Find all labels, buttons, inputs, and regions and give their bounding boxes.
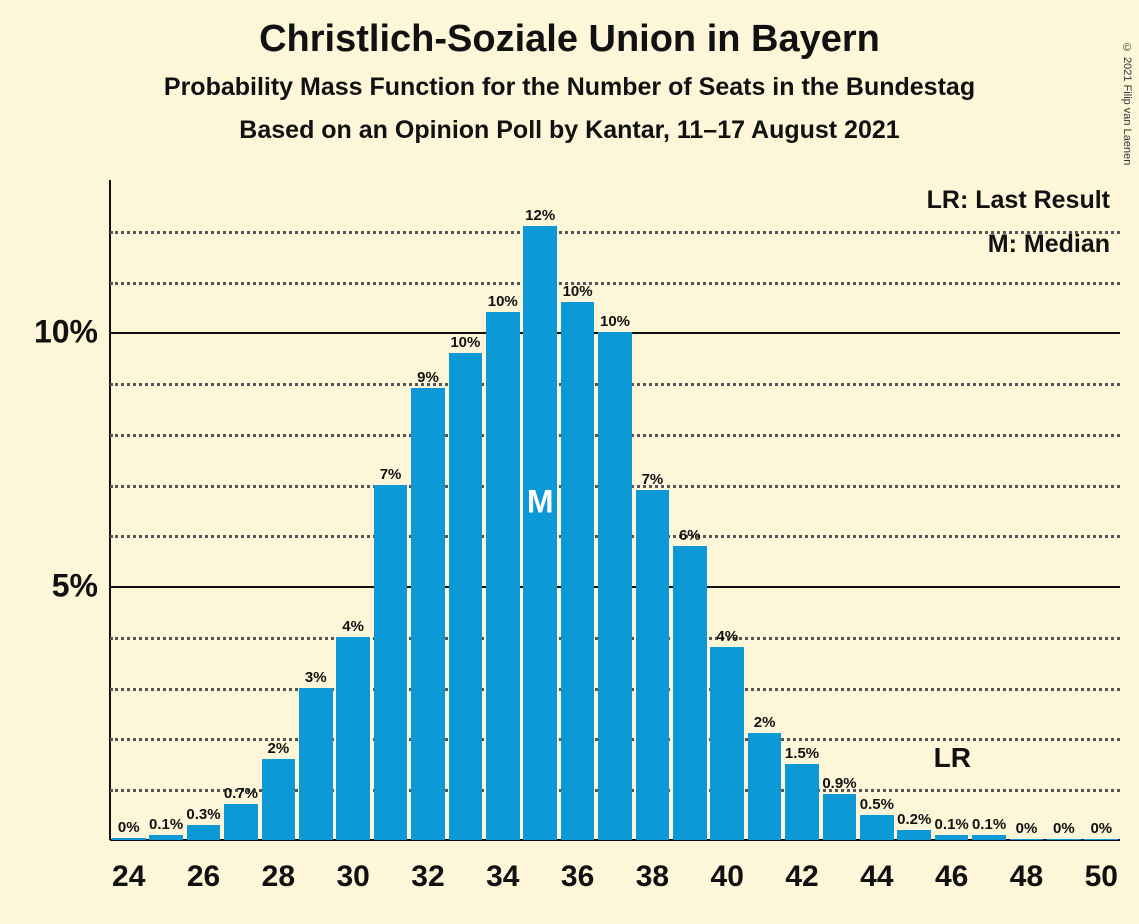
bar [187,825,221,840]
bar [299,688,333,840]
legend-median: M: Median [988,230,1110,259]
bar [561,302,595,840]
bar-value-label: 0.5% [860,796,894,813]
bar [262,759,296,840]
x-tick-label: 44 [860,840,893,894]
gridline [110,282,1120,285]
chart-plot-area: 5%10%0%0.1%0.3%0.7%2%3%4%7%9%10%10%12%10… [110,180,1120,840]
chart-subtitle-2: Based on an Opinion Poll by Kantar, 11–1… [0,116,1139,145]
median-marker: M [527,484,554,521]
bar-value-label: 3% [305,669,327,686]
bar-value-label: 10% [600,313,630,330]
bar-value-label: 1.5% [785,745,819,762]
bar-value-label: 0.2% [897,811,931,828]
bar [598,332,632,840]
bar-value-label: 10% [488,293,518,310]
bar-value-label: 0% [1053,820,1075,837]
bar-value-label: 6% [679,527,701,544]
bar-value-label: 0.7% [224,785,258,802]
bar [523,226,557,840]
bar-value-label: 0.1% [149,816,183,833]
x-tick-label: 46 [935,840,968,894]
bar [897,830,931,840]
bar-value-label: 2% [267,740,289,757]
gridline [110,231,1120,234]
bar [1047,839,1081,840]
x-tick-label: 40 [711,840,744,894]
bar [224,804,258,840]
bar [785,764,819,840]
x-tick-label: 42 [785,840,818,894]
bar-value-label: 0% [118,819,140,836]
bar-value-label: 7% [642,471,664,488]
bar [860,815,894,840]
bar-value-label: 0.1% [972,816,1006,833]
bar-value-label: 0% [1090,820,1112,837]
bar [149,835,183,840]
bar-value-label: 4% [342,618,364,635]
bar-value-label: 0.1% [935,816,969,833]
x-tick-label: 50 [1085,840,1118,894]
bar-value-label: 10% [450,334,480,351]
bar [748,733,782,840]
bar [411,388,445,840]
bar [374,485,408,840]
bar [449,353,483,840]
x-tick-label: 48 [1010,840,1043,894]
x-tick-label: 26 [187,840,220,894]
x-tick-label: 38 [636,840,669,894]
x-tick-label: 24 [112,840,145,894]
bar [972,835,1006,840]
legend-last-result: LR: Last Result [927,186,1110,215]
y-tick-label: 5% [52,568,110,605]
bar-value-label: 2% [754,714,776,731]
x-tick-label: 36 [561,840,594,894]
bar-value-label: 10% [563,283,593,300]
bar-value-label: 4% [716,628,738,645]
x-tick-label: 32 [411,840,444,894]
bar [486,312,520,840]
bar-value-label: 9% [417,369,439,386]
chart-subtitle-1: Probability Mass Function for the Number… [0,73,1139,102]
bar [673,546,707,840]
last-result-marker: LR [934,742,971,774]
copyright-text: © 2021 Filip van Laenen [1121,42,1133,165]
bar [710,647,744,840]
bar [336,637,370,840]
bar-value-label: 12% [525,207,555,224]
bar-value-label: 7% [380,466,402,483]
chart-title: Christlich-Soziale Union in Bayern [0,0,1139,61]
y-tick-label: 10% [34,314,110,351]
x-tick-label: 30 [336,840,369,894]
bar [636,490,670,840]
x-tick-label: 28 [262,840,295,894]
bar-value-label: 0% [1016,820,1038,837]
bar-value-label: 0.3% [186,806,220,823]
bar [823,794,857,840]
x-tick-label: 34 [486,840,519,894]
bar-value-label: 0.9% [822,775,856,792]
